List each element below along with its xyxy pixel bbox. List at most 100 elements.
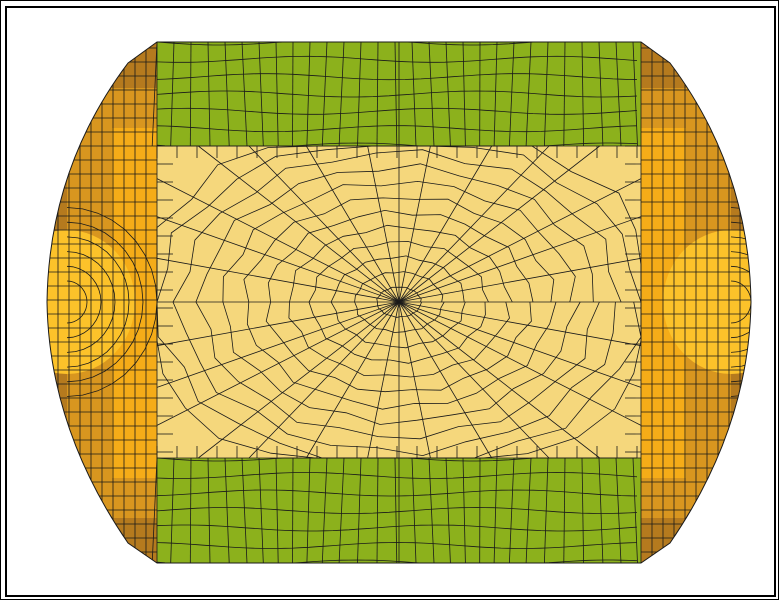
mesh-edge (156, 457, 637, 462)
mesh-edge (151, 457, 158, 563)
mesh-edge (156, 90, 638, 98)
mesh-edge (445, 457, 451, 563)
mesh-edge (632, 457, 638, 563)
mesh-edge (509, 42, 515, 147)
mesh-edge (66, 265, 102, 339)
mesh-edge (241, 42, 248, 147)
left-cap-region (47, 42, 157, 563)
mesh-edge (493, 42, 498, 147)
mesh-edge (525, 457, 532, 563)
mesh-edge (428, 457, 435, 563)
mesh-edge (398, 145, 600, 303)
mesh-edge (156, 301, 400, 426)
mesh-edge (306, 42, 311, 147)
mesh-edge (563, 457, 566, 563)
mesh-edge (207, 42, 211, 147)
mesh-edge (248, 145, 400, 303)
mesh-edge (525, 42, 532, 147)
mesh-edge (398, 145, 431, 303)
mesh-edge (376, 457, 379, 563)
mesh-edge (398, 216, 642, 303)
mesh-edge (241, 457, 248, 563)
mesh-edge (258, 42, 264, 147)
mesh-edge (156, 542, 638, 549)
mesh-edge (306, 457, 311, 563)
mesh-edge (151, 42, 158, 147)
mesh-edge (598, 42, 604, 147)
mesh-edge (207, 457, 211, 563)
viewport-frame (5, 6, 776, 597)
mesh-edge (367, 145, 400, 303)
mesh-edge (66, 280, 88, 324)
mesh-edge (156, 73, 638, 81)
mesh-edge (292, 457, 294, 563)
mesh-edge (411, 42, 417, 147)
mesh-edge (156, 301, 400, 388)
right-cap-region (641, 42, 751, 563)
mesh-edge (357, 42, 362, 147)
mesh-edge (398, 301, 642, 347)
mesh-edge (581, 457, 584, 563)
mesh-edge (338, 42, 345, 147)
mesh-edge (156, 107, 638, 115)
mesh-edge (398, 301, 431, 459)
mesh-edge (156, 55, 638, 63)
mesh-edge (156, 489, 638, 497)
mesh-edge (156, 257, 400, 303)
mesh-edge (198, 301, 400, 459)
mesh-edge (357, 457, 362, 563)
mesh-edge (224, 42, 230, 147)
mesh-edge (411, 457, 417, 563)
mesh-edge (189, 457, 192, 563)
mesh-edge (398, 145, 550, 303)
mesh-edge (730, 265, 751, 339)
mesh-edge (156, 216, 400, 303)
mesh-edge (509, 457, 515, 563)
mesh-edge (156, 507, 638, 514)
mesh-edge (275, 457, 279, 563)
mesh-edge (367, 301, 400, 459)
mesh-edge (615, 457, 622, 563)
mesh-edge (398, 145, 493, 303)
mesh-edge (66, 221, 144, 383)
mesh-edge (615, 42, 622, 147)
mesh-edge (170, 457, 175, 563)
mesh-edge (198, 145, 400, 303)
mesh-edge (398, 301, 600, 459)
mesh-edge (338, 457, 345, 563)
mesh-edge (321, 457, 328, 563)
mesh-edge (398, 301, 642, 388)
mesh-edge (376, 42, 379, 147)
mesh-edge (563, 42, 566, 147)
mesh-edge (462, 457, 466, 563)
mesh-edge (156, 524, 638, 532)
mesh-edge (398, 178, 642, 303)
mesh-edge (156, 301, 400, 347)
mesh-edge (156, 178, 400, 303)
mesh-edge (189, 42, 192, 147)
mesh-edge (493, 457, 498, 563)
mesh-edge (275, 42, 279, 147)
mesh-outline (46, 41, 752, 564)
mesh-edge (398, 301, 550, 459)
mesh-edge (156, 472, 638, 479)
mesh-edge (224, 457, 230, 563)
mesh-edge (428, 42, 435, 147)
mesh-edge (66, 236, 130, 368)
mesh-edge (398, 257, 642, 303)
mesh-edge (156, 42, 637, 46)
mesh-edge (730, 280, 751, 324)
mesh-edge (66, 251, 116, 353)
fem-mesh-drawing (46, 41, 752, 564)
mesh-edge (394, 42, 398, 147)
mesh-edge (544, 457, 549, 563)
mesh-edge (292, 42, 294, 147)
mesh-edge (398, 301, 642, 426)
mesh-edge (462, 42, 466, 147)
mesh-edge (398, 301, 493, 459)
mesh-edge (598, 457, 604, 563)
mesh-edge (248, 301, 400, 459)
mesh-edge (581, 42, 584, 147)
mesh-edge (321, 42, 328, 147)
